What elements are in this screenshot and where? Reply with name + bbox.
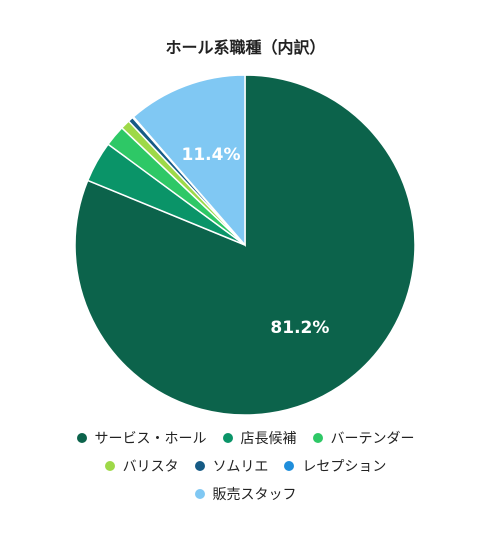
legend-label-barista: バリスタ bbox=[122, 459, 179, 475]
legend-label-sommelier: ソムリエ bbox=[212, 459, 269, 475]
legend-item-reception: レセプション bbox=[284, 456, 386, 476]
slice-data-label: 11.4% bbox=[182, 145, 241, 165]
legend-item-bartender: バーテンダー bbox=[312, 428, 415, 448]
pie-slice bbox=[74, 74, 416, 416]
slice-data-label: 81.2% bbox=[270, 318, 329, 338]
legend-item-sales-staff: 販売スタッフ bbox=[194, 484, 297, 504]
legend-dot-reception bbox=[284, 461, 295, 471]
pie-slice bbox=[132, 74, 246, 248]
pie-chart: 81.2% 11.4% bbox=[74, 74, 416, 416]
legend-item-store-manager-candidate: 店長候補 bbox=[222, 428, 297, 448]
legend-item-sommelier: ソムリエ bbox=[194, 456, 269, 476]
legend-dot-service-hall bbox=[76, 433, 87, 443]
legend-label-reception: レセプション bbox=[302, 459, 387, 475]
legend-dot-bartender bbox=[312, 433, 323, 443]
legend-row: サービス・ホール 店長候補 バーテンダー bbox=[76, 428, 415, 448]
legend-row: バリスタ ソムリエ レセプション bbox=[104, 456, 386, 476]
legend-label-store-manager-candidate: 店長候補 bbox=[240, 431, 297, 447]
legend-label-service-hall: サービス・ホール bbox=[94, 431, 207, 447]
legend-dot-sales-staff bbox=[194, 489, 205, 499]
legend-dot-store-manager-candidate bbox=[222, 433, 233, 443]
chart-title: ホール系職種（内訳） bbox=[165, 38, 326, 57]
legend-item-service-hall: サービス・ホール bbox=[76, 428, 207, 448]
legend-row: 販売スタッフ bbox=[194, 484, 297, 504]
legend-label-bartender: バーテンダー bbox=[330, 431, 415, 447]
legend: サービス・ホール 店長候補 バーテンダー バリスタ ソムリエ レセプション 販売… bbox=[0, 428, 491, 504]
legend-item-barista: バリスタ bbox=[104, 456, 179, 476]
legend-dot-sommelier bbox=[194, 461, 205, 471]
legend-dot-barista bbox=[104, 461, 115, 471]
legend-label-sales-staff: 販売スタッフ bbox=[212, 487, 297, 503]
